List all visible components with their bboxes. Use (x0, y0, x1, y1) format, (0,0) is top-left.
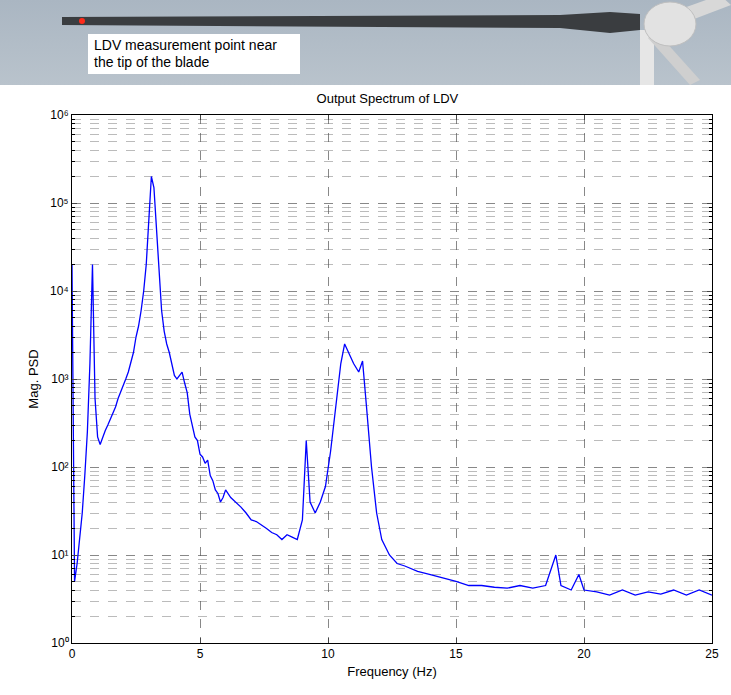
svg-text:15: 15 (449, 647, 463, 661)
svg-text:10⁰: 10⁰ (51, 636, 68, 650)
svg-text:Mag. PSD: Mag. PSD (26, 349, 41, 408)
svg-text:10: 10 (321, 647, 335, 661)
svg-text:Frequency (Hz): Frequency (Hz) (347, 664, 437, 679)
svg-text:Output Spectrum of LDV: Output Spectrum of LDV (317, 91, 459, 106)
svg-text:10⁶: 10⁶ (50, 108, 68, 122)
svg-text:25: 25 (705, 647, 719, 661)
svg-text:20: 20 (577, 647, 591, 661)
svg-text:10⁵: 10⁵ (50, 196, 68, 210)
svg-text:10⁴: 10⁴ (50, 284, 69, 298)
svg-text:10¹: 10¹ (51, 548, 68, 562)
svg-text:10³: 10³ (51, 372, 68, 386)
svg-text:0: 0 (69, 647, 76, 661)
html-text:LDV measurement point near the: LDV measurement point near the tip of th… (94, 37, 277, 70)
svg-text:10²: 10² (51, 460, 68, 474)
svg-text:5: 5 (197, 647, 204, 661)
